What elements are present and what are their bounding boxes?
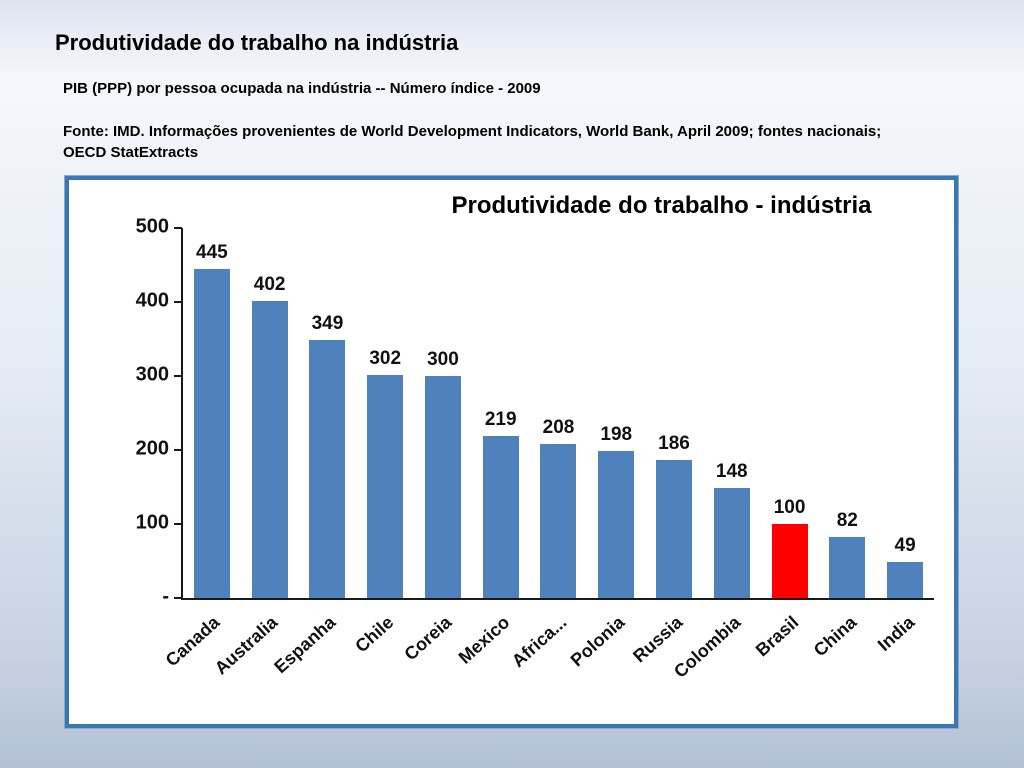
- y-axis-tick-label: 400: [135, 289, 169, 312]
- plot-area: 445 402 349 302 300 219 208 198 186 148 100 82 49 500…: [136, 215, 934, 607]
- bar-value-label: 219: [484, 408, 517, 430]
- bar-slot: 302: [356, 228, 414, 598]
- y-axis-tick-mark: [174, 227, 182, 229]
- bar-china: [829, 537, 866, 598]
- bar-india: [887, 561, 924, 598]
- bar-value-label: 100: [773, 497, 806, 518]
- bar-slot: 402: [241, 228, 299, 598]
- bar-value-label: 186: [658, 433, 690, 455]
- bar-chart: Produtividade do trabalho - indústria 44…: [65, 176, 958, 728]
- bar-slot: 148: [703, 228, 761, 598]
- bar-russia: [656, 460, 692, 598]
- bar-canada: [193, 268, 230, 598]
- x-axis-label-cell: Brasil: [752, 600, 818, 708]
- bar-value-label: 302: [369, 347, 402, 369]
- bar-espanha: [309, 339, 346, 598]
- slide-source: Fonte: IMD. Informações provenientes de …: [63, 123, 882, 161]
- bar-value-label: 402: [253, 273, 286, 295]
- bar-slot: 300: [414, 228, 472, 598]
- bar-value-label: 300: [427, 349, 459, 370]
- bar-value-label: 49: [894, 534, 916, 556]
- x-axis-label: Brasil: [752, 612, 803, 661]
- y-axis-tick-label: 500: [135, 215, 169, 238]
- bar-value-label: 349: [311, 312, 344, 334]
- y-axis-tick-label: -: [162, 585, 169, 608]
- x-axis-label-cell: Espanha: [270, 600, 355, 708]
- bar-slot: 349: [299, 228, 357, 598]
- bar-value-label: 208: [542, 417, 575, 439]
- y-axis-tick-mark: [174, 301, 182, 303]
- bar-slot: 198: [587, 228, 645, 598]
- x-axis-label-cell: China: [810, 600, 876, 708]
- bar-slot: 208: [530, 228, 588, 598]
- bar-coreia: [424, 376, 461, 598]
- y-axis-tick-mark: [174, 449, 182, 451]
- chart-title: Produtividade do trabalho - indústria: [451, 192, 872, 219]
- x-axis-label-cell: India: [873, 600, 934, 708]
- x-axis-label: Chile: [351, 612, 398, 657]
- y-axis-tick-mark: [174, 375, 182, 377]
- bar-australia: [251, 300, 288, 598]
- bar-value-label: 445: [196, 241, 228, 263]
- y-axis-tick-label: 100: [135, 511, 169, 534]
- y-axis-tick-label: 300: [135, 363, 169, 386]
- bar-brasil: [771, 524, 808, 598]
- y-axis-tick-mark: [174, 597, 182, 599]
- x-axis-labels: Canada Australia Espanha Chile Coreia Mexico A…: [162, 600, 934, 708]
- slide-title: Produtividade do trabalho na indústria: [55, 30, 459, 55]
- y-axis-tick-label: 200: [135, 437, 169, 460]
- bar-mexico: [482, 435, 519, 598]
- bar-slot: 82: [818, 228, 876, 598]
- bar-slot: 186: [645, 228, 703, 598]
- bar-value-label: 82: [836, 510, 858, 532]
- x-axis-label: China: [809, 612, 861, 661]
- bar-africa: [540, 444, 577, 598]
- bar-slot: 445: [183, 228, 241, 598]
- slide-subtitle: PIB (PPP) por pessoa ocupada na indústri…: [63, 80, 541, 97]
- bar-value-label: 148: [715, 461, 748, 483]
- x-axis-label: India: [873, 612, 919, 655]
- bar-polonia: [598, 451, 635, 598]
- bar-chile: [367, 374, 404, 598]
- x-axis-label-cell: Colombia: [670, 600, 760, 708]
- bar-slot: 49: [876, 228, 934, 598]
- bar-slot: 100: [761, 228, 819, 598]
- y-axis-tick-mark: [174, 523, 182, 525]
- bar-colombia: [713, 488, 750, 598]
- bar-slot: 219: [472, 228, 530, 598]
- bar-value-label: 198: [600, 424, 633, 446]
